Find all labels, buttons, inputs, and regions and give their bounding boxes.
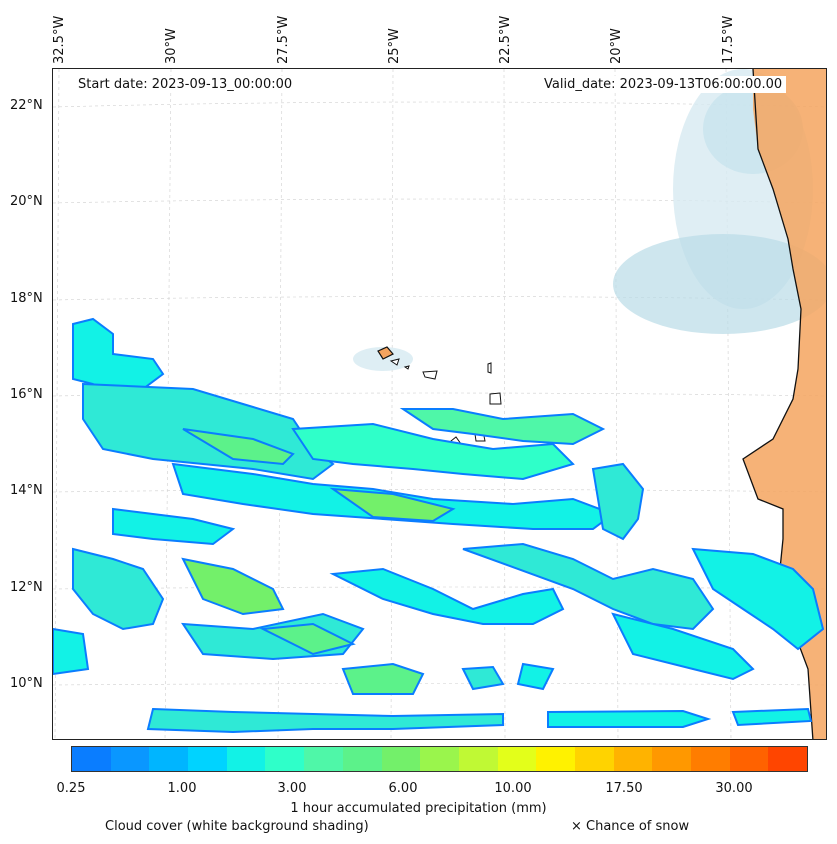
- colorbar-tick-0-25: 0.25: [56, 781, 86, 796]
- colorbar-swatch: [458, 747, 498, 771]
- colorbar-swatch: [265, 747, 305, 771]
- precipitation-field: [53, 317, 825, 734]
- colorbar-title: 1 hour accumulated precipitation (mm): [290, 801, 547, 816]
- colorbar-swatch: [188, 747, 227, 771]
- colorbar-swatch: [613, 747, 653, 771]
- lon-label-30w: 30°W: [164, 28, 179, 64]
- colorbar-swatch: [304, 747, 343, 771]
- colorbar-tick-6-00: 6.00: [388, 781, 418, 796]
- colorbar-swatch: [497, 747, 537, 771]
- lat-label-18n: 18°N: [10, 291, 43, 306]
- lon-label-32-5w: 32.5°W: [52, 15, 67, 64]
- start-date-label: Start date: 2023-09-13_00:00:00: [74, 76, 297, 93]
- colorbar-swatch: [691, 747, 730, 771]
- colorbar-swatch: [72, 747, 111, 771]
- valid-date-label: Valid_date: 2023-09-13T06:00:00.00: [540, 76, 787, 93]
- precipitation-colorbar: [71, 746, 808, 772]
- cloud-cover-legend: Cloud cover (white background shading): [105, 819, 369, 834]
- lat-label-10n: 10°N: [10, 676, 43, 691]
- lat-label-12n: 12°N: [10, 580, 43, 595]
- lon-label-22-5w: 22.5°W: [498, 15, 513, 64]
- colorbar-swatch: [149, 747, 189, 771]
- map-panel: [52, 68, 827, 740]
- colorbar-tick-3-00: 3.00: [277, 781, 307, 796]
- colorbar-swatch: [574, 747, 614, 771]
- lon-label-25w: 25°W: [387, 28, 402, 64]
- colorbar-tick-17-50: 17.50: [605, 781, 643, 796]
- colorbar-swatch: [768, 747, 808, 771]
- colorbar-swatch: [536, 747, 575, 771]
- colorbar-tick-10-00: 10.00: [494, 781, 532, 796]
- snow-legend: × Chance of snow: [571, 819, 690, 834]
- colorbar-swatch: [342, 747, 382, 771]
- colorbar-swatch: [652, 747, 691, 771]
- lon-label-17-5w: 17.5°W: [721, 15, 736, 64]
- colorbar-swatch: [729, 747, 769, 771]
- colorbar-swatch: [226, 747, 266, 771]
- lat-label-22n: 22°N: [10, 98, 43, 113]
- colorbar-swatch: [420, 747, 459, 771]
- colorbar-tick-1-00: 1.00: [167, 781, 197, 796]
- colorbar-swatch: [381, 747, 421, 771]
- lon-label-20w: 20°W: [609, 28, 624, 64]
- lat-label-14n: 14°N: [10, 483, 43, 498]
- lat-label-16n: 16°N: [10, 387, 43, 402]
- map-canvas: [53, 69, 826, 739]
- colorbar-tick-30-00: 30.00: [715, 781, 753, 796]
- colorbar-swatch: [110, 747, 150, 771]
- lon-label-27-5w: 27.5°W: [276, 15, 291, 64]
- lat-label-20n: 20°N: [10, 194, 43, 209]
